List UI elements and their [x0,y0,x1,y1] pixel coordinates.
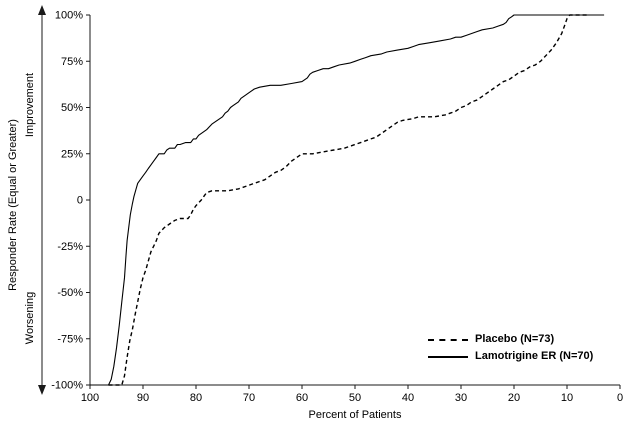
y-axis-tick-label: -25% [57,241,83,253]
legend-item-lamotrigine: Lamotrigine ER (N=70) [428,350,593,363]
x-axis-title: Percent of Patients [308,409,402,421]
x-axis-tick-label: 70 [243,392,255,404]
improvement-label: Improvement [24,72,36,138]
x-axis-tick-label: 0 [617,392,623,404]
series-line-solid [90,14,605,386]
y-axis-tick-label: 50% [61,102,83,114]
y-axis-title: Responder Rate (Equal or Greater) [7,119,19,291]
y-axis-tick-label: -75% [57,333,83,345]
x-axis-tick-label: 10 [561,392,573,404]
axes-lines [89,15,620,386]
legend-item-placebo: Placebo (N=73) [428,333,593,346]
arrow-up-icon [38,5,46,15]
legend-label-placebo: Placebo (N=73) [475,333,555,345]
x-axis-tick-label: 50 [349,392,361,404]
x-axis-tick-label: 60 [296,392,308,404]
x-axis-tick-label: 100 [81,392,99,404]
dashed-line-sample-icon [428,338,468,341]
y-axis-tick-label: 100% [55,10,83,22]
legend-label-lamotrigine: Lamotrigine ER (N=70) [475,350,594,362]
y-axis-tick-label: 0 [77,195,83,207]
y-axis-tick-label: -50% [57,287,83,299]
legend: Placebo (N=73) Lamotrigine ER (N=70) [428,333,593,363]
x-axis-tick-label: 20 [508,392,520,404]
y-axis-tick-label: -100% [51,380,83,392]
y-axis-tick-label: 75% [61,56,83,68]
x-axis-tick-label: 40 [402,392,414,404]
arrow-down-icon [38,385,46,395]
x-axis-tick-label: 80 [190,392,202,404]
worsening-label: Worsening [24,291,36,345]
y-axis-tick-label: 25% [61,148,83,160]
solid-line-sample-icon [428,355,468,358]
x-axis-tick-label: 90 [137,392,149,404]
x-axis-tick-label: 30 [455,392,467,404]
series-line-dashed [108,14,589,386]
